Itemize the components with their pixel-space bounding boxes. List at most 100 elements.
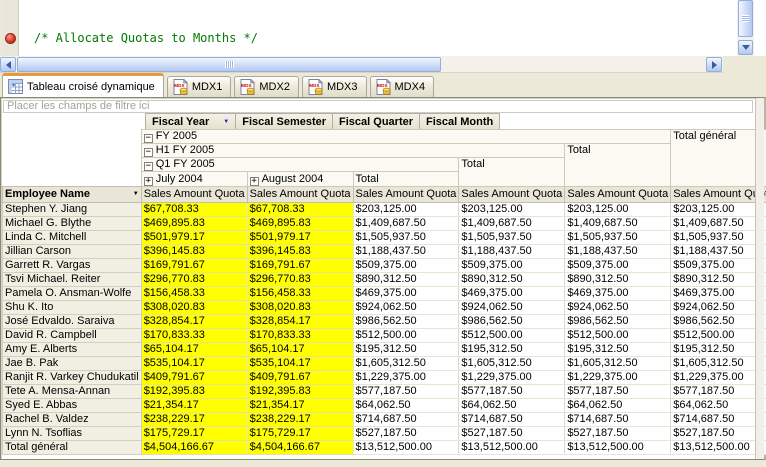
value-cell[interactable]: $1,229,375.00	[670, 370, 766, 385]
measure-header[interactable]: Sales Amount Quota	[246, 186, 354, 203]
value-cell[interactable]: $308,020.83	[140, 300, 248, 315]
value-cell[interactable]: $527,187.50	[670, 426, 766, 441]
header-h1-fy2005[interactable]: − H1 FY 2005	[140, 143, 566, 158]
value-cell[interactable]: $4,504,166.67	[246, 440, 354, 455]
measure-header[interactable]: Sales Amount Quota	[670, 186, 766, 203]
editor-vertical-scrollbar[interactable]	[737, 0, 754, 56]
value-cell[interactable]: $890,312.50	[670, 272, 766, 287]
value-cell[interactable]: $1,409,687.50	[458, 216, 566, 231]
value-cell[interactable]: $1,505,937.50	[458, 230, 566, 245]
value-cell[interactable]: $64,062.50	[458, 398, 566, 413]
value-cell[interactable]: $1,229,375.00	[458, 370, 566, 385]
value-cell[interactable]: $535,104.17	[140, 356, 248, 371]
value-cell[interactable]: $65,104.17	[140, 342, 248, 357]
value-cell[interactable]: $1,505,937.50	[670, 230, 766, 245]
value-cell[interactable]: $577,187.50	[458, 384, 566, 399]
value-cell[interactable]: $1,505,937.50	[564, 230, 672, 245]
collapse-icon[interactable]: −	[143, 147, 153, 157]
value-cell[interactable]: $890,312.50	[352, 272, 460, 287]
value-cell[interactable]: $924,062.50	[352, 300, 460, 315]
row-field-employee-name[interactable]: Employee Name ▼	[2, 186, 142, 203]
value-cell[interactable]: $170,833.33	[140, 328, 248, 343]
value-cell[interactable]: $175,729.17	[140, 426, 248, 441]
value-cell[interactable]: $986,562.50	[458, 314, 566, 329]
header-q1-fy2005[interactable]: − Q1 FY 2005	[140, 157, 460, 172]
value-cell[interactable]: $469,895.83	[140, 216, 248, 231]
value-cell[interactable]: $509,375.00	[670, 258, 766, 273]
value-cell[interactable]: $1,605,312.50	[564, 356, 672, 371]
value-cell[interactable]: $308,020.83	[246, 300, 354, 315]
value-cell[interactable]: $535,104.17	[246, 356, 354, 371]
row-label[interactable]: Ranjit R. Varkey Chudukatil	[2, 370, 142, 385]
row-label[interactable]: Jae B. Pak	[2, 356, 142, 371]
value-cell[interactable]: $195,312.50	[458, 342, 566, 357]
value-cell[interactable]: $1,188,437.50	[458, 244, 566, 259]
row-label[interactable]: David R. Campbell	[2, 328, 142, 343]
value-cell[interactable]: $1,188,437.50	[352, 244, 460, 259]
value-cell[interactable]: $469,895.83	[246, 216, 354, 231]
value-cell[interactable]: $890,312.50	[458, 272, 566, 287]
breakpoint-gutter[interactable]	[3, 0, 19, 56]
value-cell[interactable]: $169,791.67	[246, 258, 354, 273]
value-cell[interactable]: $512,500.00	[458, 328, 566, 343]
value-cell[interactable]: $714,687.50	[564, 412, 672, 427]
value-cell[interactable]: $21,354.17	[140, 398, 248, 413]
value-cell[interactable]: $1,229,375.00	[352, 370, 460, 385]
row-label[interactable]: Jillian Carson	[2, 244, 142, 259]
scroll-right-button[interactable]	[706, 57, 722, 72]
value-cell[interactable]: $203,125.00	[670, 202, 766, 217]
header-grand-total[interactable]: Total général	[670, 129, 766, 187]
value-cell[interactable]: $1,409,687.50	[352, 216, 460, 231]
value-cell[interactable]: $296,770.83	[246, 272, 354, 287]
measure-header[interactable]: Sales Amount Quota	[458, 186, 566, 203]
value-cell[interactable]: $203,125.00	[564, 202, 672, 217]
value-cell[interactable]: $501,979.17	[246, 230, 354, 245]
value-cell[interactable]: $64,062.50	[564, 398, 672, 413]
value-cell[interactable]: $1,409,687.50	[670, 216, 766, 231]
row-label[interactable]: Stephen Y. Jiang	[2, 202, 142, 217]
measure-header[interactable]: Sales Amount Quota	[140, 186, 248, 203]
value-cell[interactable]: $13,512,500.00	[564, 440, 672, 455]
row-label[interactable]: José Edvaldo. Saraiva	[2, 314, 142, 329]
field-fiscal-quarter[interactable]: Fiscal Quarter	[333, 113, 421, 130]
value-cell[interactable]: $1,505,937.50	[352, 230, 460, 245]
row-label[interactable]: Tsvi Michael. Reiter	[2, 272, 142, 287]
value-cell[interactable]: $714,687.50	[670, 412, 766, 427]
value-cell[interactable]: $156,458.33	[246, 286, 354, 301]
row-label[interactable]: Garrett R. Vargas	[2, 258, 142, 273]
collapse-icon[interactable]: −	[143, 161, 153, 171]
scroll-down-button[interactable]	[738, 40, 753, 55]
value-cell[interactable]: $238,229.17	[246, 412, 354, 427]
value-cell[interactable]: $1,605,312.50	[670, 356, 766, 371]
tab-mdx4[interactable]: MDX MDX4	[369, 76, 435, 97]
value-cell[interactable]: $714,687.50	[458, 412, 566, 427]
pivot-vertical-scrollbar[interactable]	[755, 98, 764, 459]
collapse-icon[interactable]: −	[143, 133, 153, 143]
row-label[interactable]: Tete A. Mensa-Annan	[2, 384, 142, 399]
value-cell[interactable]: $501,979.17	[140, 230, 248, 245]
value-cell[interactable]: $1,605,312.50	[352, 356, 460, 371]
value-cell[interactable]: $203,125.00	[352, 202, 460, 217]
horizontal-scrollbar-thumb[interactable]	[17, 57, 441, 72]
measure-header[interactable]: Sales Amount Quota	[352, 186, 460, 203]
value-cell[interactable]: $13,512,500.00	[458, 440, 566, 455]
value-cell[interactable]: $328,854.17	[246, 314, 354, 329]
header-july-2004[interactable]: + July 2004	[140, 171, 248, 187]
value-cell[interactable]: $986,562.50	[670, 314, 766, 329]
value-cell[interactable]: $67,708.33	[140, 202, 248, 217]
expand-icon[interactable]: +	[143, 175, 153, 186]
row-label[interactable]: Total général	[2, 440, 142, 455]
value-cell[interactable]: $192,395.83	[246, 384, 354, 399]
header-quarter-total[interactable]: Total	[458, 157, 566, 187]
value-cell[interactable]: $195,312.50	[670, 342, 766, 357]
value-cell[interactable]: $396,145.83	[140, 244, 248, 259]
value-cell[interactable]: $527,187.50	[352, 426, 460, 441]
row-label[interactable]: Syed E. Abbas	[2, 398, 142, 413]
value-cell[interactable]: $21,354.17	[246, 398, 354, 413]
scroll-left-button[interactable]	[0, 57, 16, 72]
row-label[interactable]: Lynn N. Tsoflias	[2, 426, 142, 441]
field-fiscal-semester[interactable]: Fiscal Semester	[236, 113, 334, 130]
row-label[interactable]: Shu K. Ito	[2, 300, 142, 315]
value-cell[interactable]: $67,708.33	[246, 202, 354, 217]
value-cell[interactable]: $156,458.33	[140, 286, 248, 301]
